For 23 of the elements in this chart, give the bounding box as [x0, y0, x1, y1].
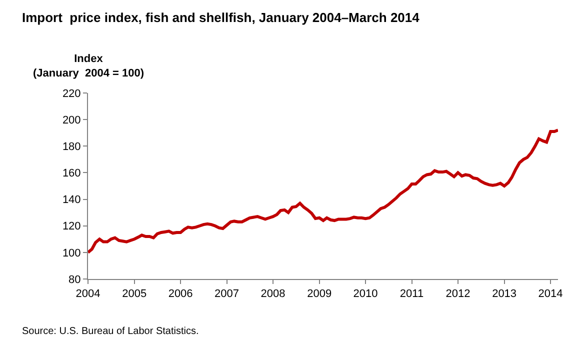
- x-tick-label: 2004: [76, 288, 100, 300]
- x-tick-label: 2011: [400, 288, 424, 300]
- source-note: Source: U.S. Bureau of Labor Statistics.: [22, 326, 199, 337]
- y-tick-label: 140: [62, 194, 81, 206]
- y-tick-label: 200: [62, 114, 81, 126]
- x-tick-label: 2005: [122, 288, 147, 300]
- y-tick-label: 180: [62, 140, 81, 153]
- y-tick-label: 80: [68, 274, 81, 286]
- x-tick-label: 2006: [168, 288, 193, 300]
- x-tick-label: 2014: [538, 288, 563, 300]
- x-tick-label: 2009: [307, 288, 332, 300]
- y-tick-label: 160: [62, 168, 81, 180]
- x-tick-label: 2007: [214, 288, 240, 300]
- line-series: [88, 128, 558, 254]
- y-tick-label: 220: [62, 88, 81, 100]
- x-tick-label: 2012: [446, 288, 470, 300]
- x-tick-label: 2008: [260, 288, 286, 300]
- chart-title: Import price index, fish and shellfish, January 2004–March 2014: [22, 10, 420, 25]
- y-tick-label: 100: [62, 247, 81, 260]
- y-tick-label: 120: [62, 220, 81, 233]
- x-tick-label: 2013: [492, 288, 517, 300]
- x-tick-label: 2010: [353, 288, 378, 300]
- y-axis-title: Index (January 2004 = 100): [33, 53, 144, 80]
